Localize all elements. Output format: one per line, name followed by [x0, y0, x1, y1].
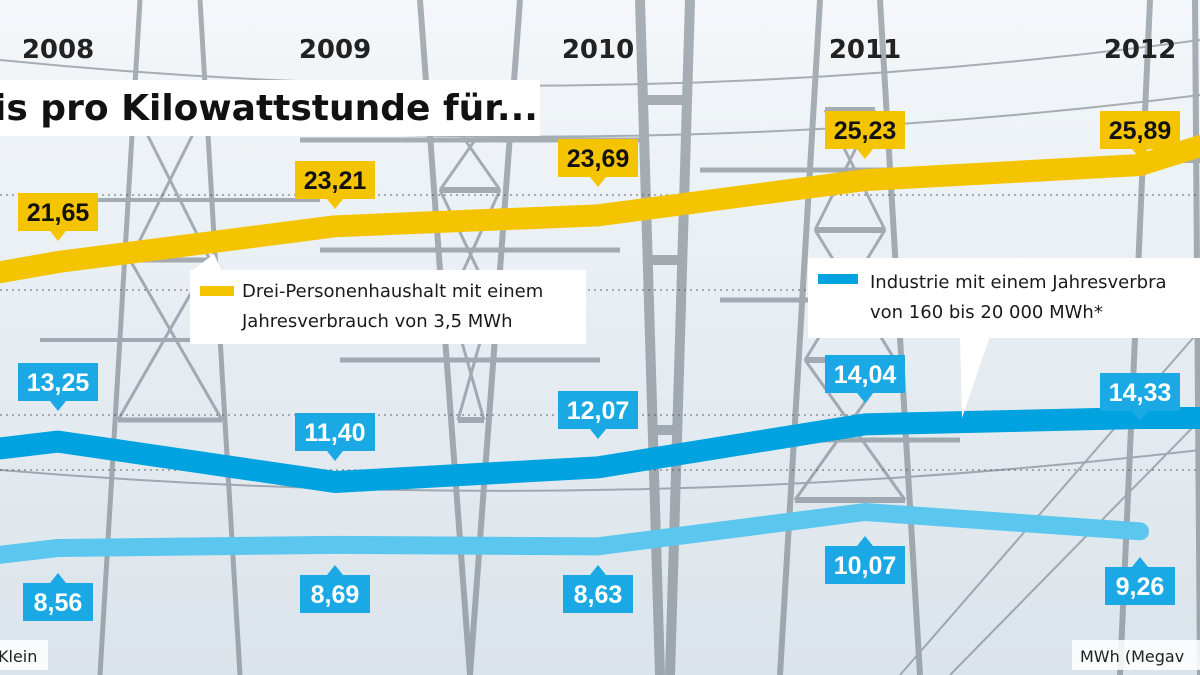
- data-label-pointer: [590, 565, 606, 575]
- data-label-text: 9,26: [1116, 573, 1165, 601]
- data-label-pointer: [857, 149, 873, 159]
- data-label-pointer: [590, 177, 606, 187]
- chart-title: is pro Kilowattstunde für...: [0, 88, 538, 129]
- legend-industry-box: [808, 258, 1200, 338]
- data-label-box: [825, 111, 905, 149]
- x-tick-label-2008: 2008: [22, 35, 94, 65]
- legend-household: Drei-Personenhaushalt mit einem Jahresve…: [190, 254, 586, 344]
- data-label-series-1: 25,89: [1100, 111, 1180, 159]
- data-label-text: 23,21: [304, 167, 367, 195]
- data-label-series-2: 13,25: [18, 363, 98, 411]
- x-tick-label-2010: 2010: [562, 35, 634, 65]
- data-label-box: [295, 161, 375, 199]
- legend-industry: Industrie mit einem Jahresverbra von 160…: [808, 258, 1200, 418]
- legend-household-box: [190, 270, 586, 344]
- legend-household-line-2: Jahresverbrauch von 3,5 MWh: [241, 311, 513, 332]
- data-label-text: 14,33: [1109, 379, 1172, 407]
- data-label-box: [825, 546, 905, 584]
- data-label-text: 14,04: [834, 361, 897, 389]
- data-label-series-3: 8,56: [23, 573, 93, 621]
- data-label-text: 8,63: [574, 581, 623, 609]
- x-tick-label-2011: 2011: [829, 35, 901, 65]
- data-label-series-3: 8,69: [300, 565, 370, 613]
- data-label-box: [23, 583, 93, 621]
- x-tick-label-2009: 2009: [299, 35, 371, 65]
- data-label-box: [300, 575, 370, 613]
- data-label-series-1: 23,21: [295, 161, 375, 209]
- data-label-box: [1100, 111, 1180, 149]
- legend-industry-line-1: Industrie mit einem Jahresverbra: [870, 272, 1167, 293]
- data-label-pointer: [50, 401, 66, 411]
- legend-industry-line-2: von 160 bis 20 000 MWh*: [870, 302, 1103, 323]
- data-label-pointer: [50, 231, 66, 241]
- data-label-pointer: [327, 451, 343, 461]
- data-label-pointer: [857, 393, 873, 403]
- data-label-box: [18, 363, 98, 401]
- series-line-3: [0, 503, 1149, 564]
- data-label-box: [18, 193, 98, 231]
- legend-industry-swatch: [818, 274, 858, 284]
- data-label-pointer: [327, 565, 343, 575]
- data-label-box: [825, 355, 905, 393]
- data-label-box: [558, 391, 638, 429]
- data-label-text: 21,65: [27, 199, 90, 227]
- data-label-series-2: 12,07: [558, 391, 638, 439]
- data-label-series-1: 25,23: [825, 111, 905, 159]
- data-label-text: 11,40: [304, 419, 365, 447]
- data-label-text: 25,23: [834, 117, 897, 145]
- data-label-series-2: 14,33: [1100, 373, 1180, 421]
- data-label-series-1: 23,69: [558, 139, 638, 187]
- data-label-box: [295, 413, 375, 451]
- data-label-text: 8,56: [34, 589, 83, 617]
- data-label-pointer: [50, 573, 66, 583]
- legend-household-line-1: Drei-Personenhaushalt mit einem: [242, 281, 543, 302]
- data-label-pointer: [327, 199, 343, 209]
- footer-right: MWh (Megav: [1080, 647, 1184, 666]
- data-label-box: [1100, 373, 1180, 411]
- data-label-pointer: [590, 429, 606, 439]
- legend-household-pointer: [190, 254, 222, 272]
- footer-right-bg: [1072, 640, 1200, 670]
- data-label-pointer: [1132, 149, 1148, 159]
- title-banner: [0, 80, 540, 136]
- data-label-box: [563, 575, 633, 613]
- data-label-pointer: [1132, 557, 1148, 567]
- data-label-pointer: [857, 536, 873, 546]
- data-label-box: [1105, 567, 1175, 605]
- x-axis-year-labels: 2008 2009 2010 2011 2012: [22, 35, 1176, 65]
- data-label-series-2: 14,04: [825, 355, 905, 403]
- data-label-text: 12,07: [567, 397, 630, 425]
- footer-left: Klein: [0, 647, 37, 666]
- data-label-pointer: [1132, 411, 1148, 421]
- legend-household-swatch: [200, 286, 234, 296]
- series-line-1: [0, 134, 1200, 284]
- data-label-text: 23,69: [567, 145, 630, 173]
- data-labels: 21,65 23,21 23,69 25,23 25,89 13,25 11,40 12,07…: [18, 111, 1180, 621]
- data-label-series-3: 9,26: [1105, 557, 1175, 605]
- legend-industry-pointer: [960, 336, 990, 418]
- data-label-text: 13,25: [27, 369, 90, 397]
- data-label-series-2: 11,40: [295, 413, 375, 461]
- footer-left-bg: [0, 640, 48, 670]
- x-tick-label-2012: 2012: [1104, 35, 1176, 65]
- data-label-text: 8,69: [311, 581, 360, 609]
- data-label-series-3: 8,63: [563, 565, 633, 613]
- data-label-text: 10,07: [834, 552, 897, 580]
- data-label-series-1: 21,65: [18, 193, 98, 241]
- data-label-series-3: 10,07: [825, 536, 905, 584]
- data-label-text: 25,89: [1109, 117, 1172, 145]
- data-label-box: [558, 139, 638, 177]
